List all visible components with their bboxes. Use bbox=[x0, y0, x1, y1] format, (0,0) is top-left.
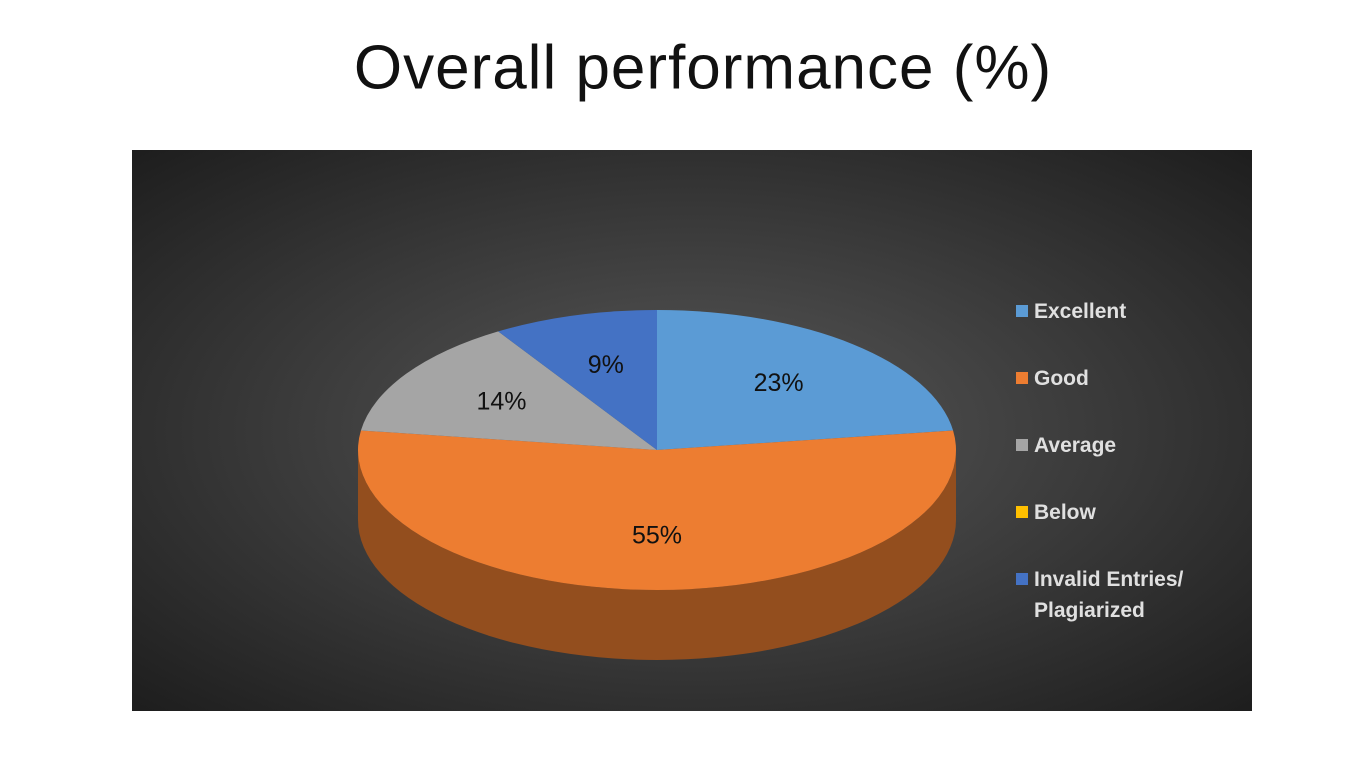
legend-swatch bbox=[1016, 372, 1028, 384]
legend-item: Average bbox=[1016, 430, 1206, 497]
chart-title: Overall performance (%) bbox=[354, 33, 1052, 102]
legend-label: Invalid Entries/ Plagiarized bbox=[1034, 568, 1184, 622]
legend-label: Excellent bbox=[1034, 300, 1127, 323]
legend-swatch bbox=[1016, 506, 1028, 518]
legend-item: Invalid Entries/ Plagiarized bbox=[1016, 564, 1206, 631]
legend-swatch bbox=[1016, 439, 1028, 451]
legend-swatch bbox=[1016, 573, 1028, 585]
pie-side bbox=[358, 450, 956, 660]
data-label: 9% bbox=[588, 351, 624, 379]
data-label: 55% bbox=[632, 521, 682, 549]
pie-slice bbox=[657, 310, 954, 450]
pie-slice bbox=[357, 430, 956, 590]
legend-item: Excellent bbox=[1016, 296, 1206, 363]
data-label: 14% bbox=[476, 387, 526, 415]
pie-slice bbox=[498, 310, 657, 450]
pie: 23% 55% 14% 9% bbox=[357, 310, 956, 660]
legend-label: Below bbox=[1034, 501, 1096, 524]
data-label: 23% bbox=[754, 369, 804, 397]
legend-label: Average bbox=[1034, 434, 1117, 457]
legend: Excellent Good Average Below Invalid Entries… bbox=[1016, 296, 1206, 631]
legend-label: Good bbox=[1034, 367, 1089, 390]
legend-item: Good bbox=[1016, 363, 1206, 430]
legend-swatch bbox=[1016, 305, 1028, 317]
pie-slice bbox=[360, 331, 657, 450]
legend-item: Below bbox=[1016, 497, 1206, 564]
